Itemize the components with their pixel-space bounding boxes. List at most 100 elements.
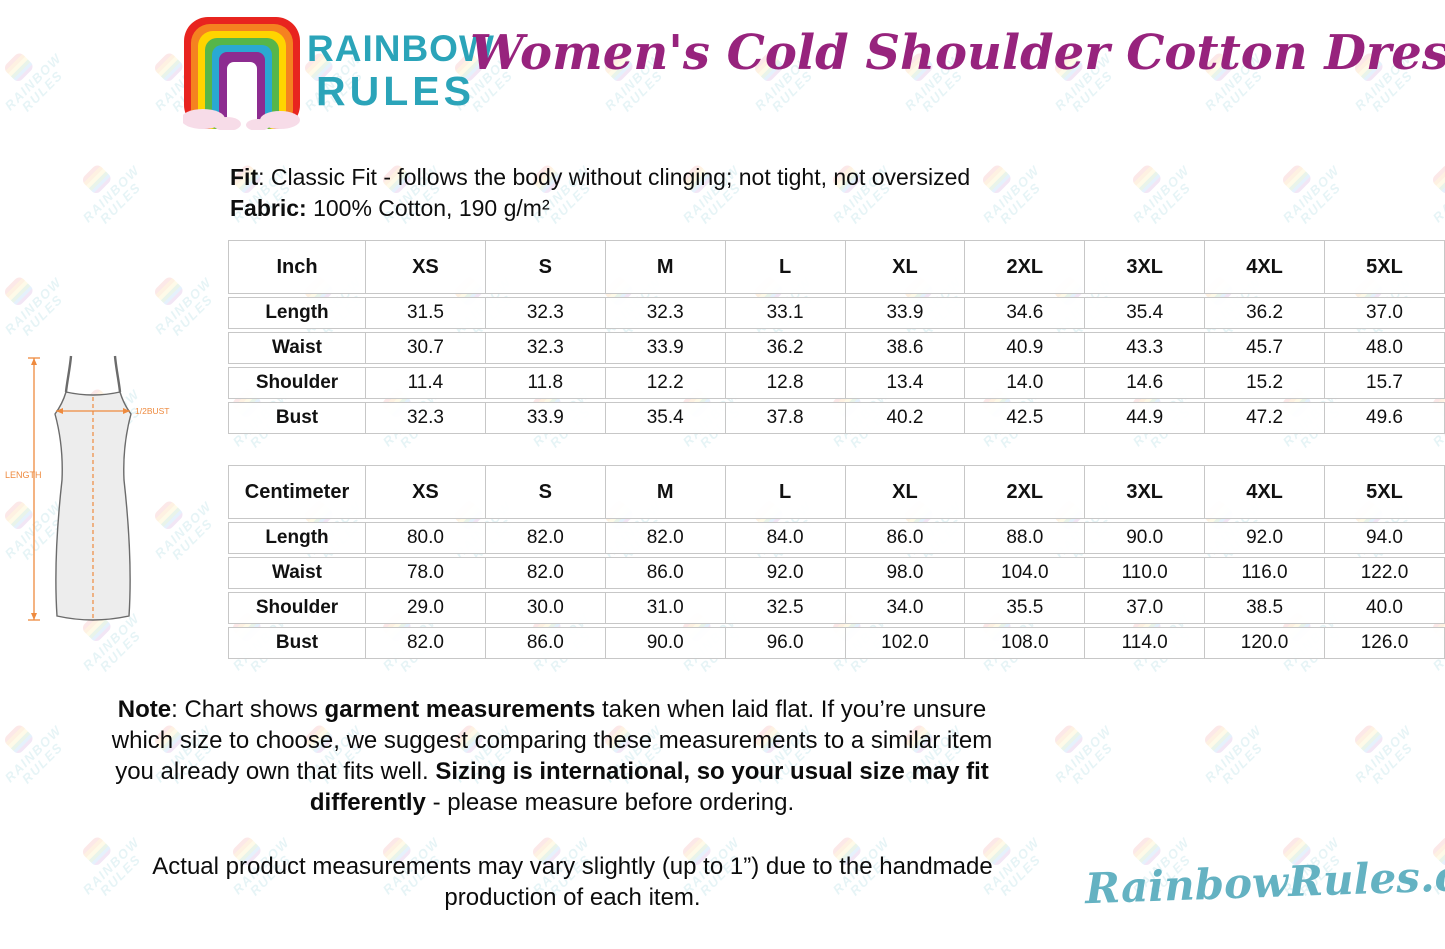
unit-header-cell: Centimeter [228,465,366,519]
value-cell: 35.4 [1085,297,1206,329]
size-header-cell: L [725,240,846,294]
value-cell: 78.0 [366,557,486,589]
size-header-cell: 2XL [965,465,1086,519]
row-label-cell: Length [228,297,366,329]
value-cell: 104.0 [965,557,1086,589]
size-header-cell: XL [845,240,966,294]
value-cell: 35.5 [965,592,1086,624]
value-cell: 40.2 [845,402,966,434]
text-segment: garment measurements [324,696,596,723]
value-cell: 32.3 [485,332,606,364]
value-cell: 82.0 [366,627,486,659]
value-cell: 84.0 [725,522,846,554]
dress-measurement-diagram: LENGTH 1/2BUST [5,355,170,621]
text-segment: : Classic Fit - follows the body without… [258,164,971,190]
size-header-cell: 5XL [1325,465,1445,519]
measurement-row: Bust 82.0 86.0 90.0 96.0 102.0 108.0 114.0 120.0… [228,627,1445,659]
size-header-cell: XL [845,465,966,519]
value-cell: 37.0 [1085,592,1206,624]
inch-size-table: Inch XS S M L XL 2XL 3XL 4XL 5XL Length 31.5 32.3 32.… [228,237,1445,437]
size-header-cell: XS [366,240,486,294]
text-segment: : Chart shows [171,696,325,723]
fit-line: Fit: Classic Fit - follows the body with… [230,162,970,193]
value-cell: 116.0 [1205,557,1325,589]
size-header-cell: 4XL [1205,465,1325,519]
size-header-cell: 3XL [1085,240,1206,294]
brand-name-line2: RULES [316,68,475,114]
size-header-cell: L [725,465,846,519]
fabric-line: Fabric: 100% Cotton, 190 g/m² [230,193,970,224]
measurement-row: Waist 78.0 82.0 86.0 92.0 98.0 104.0 110.0 116.0… [228,557,1445,589]
value-cell: 120.0 [1205,627,1325,659]
measurement-row: Length 80.0 82.0 82.0 84.0 86.0 88.0 90.0 92.0 94… [228,522,1445,554]
unit-header-cell: Inch [228,240,366,294]
value-cell: 82.0 [485,522,606,554]
measurement-row: Shoulder 29.0 30.0 31.0 32.5 34.0 35.5 37.0 38.5… [228,592,1445,624]
sizing-note: Note: Chart shows garment measurements t… [108,694,996,818]
measurement-row: Waist 30.7 32.3 33.9 36.2 38.6 40.9 43.3 45.7 48.… [228,332,1445,364]
product-fit-info: Fit: Classic Fit - follows the body with… [230,162,970,224]
value-cell: 102.0 [845,627,966,659]
text-segment: Fabric: [230,195,307,221]
value-cell: 45.7 [1205,332,1325,364]
value-cell: 31.5 [366,297,486,329]
value-cell: 96.0 [725,627,846,659]
value-cell: 33.9 [485,402,606,434]
value-cell: 11.4 [366,367,486,399]
handmade-disclaimer: Actual product measurements may vary sli… [152,853,993,911]
value-cell: 40.9 [965,332,1086,364]
brand-name: RAINBOW RULES [307,28,495,112]
row-label-cell: Shoulder [228,592,366,624]
row-label-cell: Length [228,522,366,554]
value-cell: 98.0 [845,557,966,589]
rainbow-arch-icon [183,17,300,130]
value-cell: 32.5 [725,592,846,624]
value-cell: 31.0 [605,592,726,624]
size-header-row: Centimeter XS S M L XL 2XL 3XL 4XL 5XL [228,465,1445,519]
value-cell: 11.8 [485,367,606,399]
value-cell: 36.2 [1205,297,1325,329]
value-cell: 33.1 [725,297,846,329]
value-cell: 43.3 [1085,332,1206,364]
value-cell: 38.6 [845,332,966,364]
value-cell: 86.0 [845,522,966,554]
row-label-cell: Shoulder [228,367,366,399]
value-cell: 12.2 [605,367,726,399]
value-cell: 32.3 [485,297,606,329]
value-cell: 92.0 [1205,522,1325,554]
value-cell: 15.7 [1325,367,1445,399]
value-cell: 82.0 [605,522,726,554]
value-cell: 38.5 [1205,592,1325,624]
value-cell: 14.6 [1085,367,1206,399]
value-cell: 126.0 [1325,627,1445,659]
value-cell: 94.0 [1325,522,1445,554]
half-bust-label: 1/2BUST [135,406,170,416]
value-cell: 122.0 [1325,557,1445,589]
value-cell: 32.3 [366,402,486,434]
page-title: Women's Cold Shoulder Cotton Dress [470,25,1445,81]
value-cell: 47.2 [1205,402,1325,434]
value-cell: 13.4 [845,367,966,399]
size-header-row: Inch XS S M L XL 2XL 3XL 4XL 5XL [228,240,1445,294]
value-cell: 108.0 [965,627,1086,659]
value-cell: 86.0 [605,557,726,589]
size-header-cell: 2XL [965,240,1086,294]
text-segment: Note [117,696,172,723]
measurement-annotations [28,357,130,621]
row-label-cell: Bust [228,402,366,434]
size-header-cell: XS [366,465,486,519]
value-cell: 110.0 [1085,557,1206,589]
measurement-row: Shoulder 11.4 11.8 12.2 12.8 13.4 14.0 14.6 15.2… [228,367,1445,399]
size-header-cell: S [485,465,606,519]
value-cell: 90.0 [605,627,726,659]
value-cell: 37.8 [725,402,846,434]
size-header-cell: 5XL [1325,240,1445,294]
value-cell: 37.0 [1325,297,1445,329]
value-cell: 90.0 [1085,522,1206,554]
value-cell: 40.0 [1325,592,1445,624]
value-cell: 30.0 [485,592,606,624]
row-label-cell: Waist [228,557,366,589]
value-cell: 114.0 [1085,627,1206,659]
row-label-cell: Waist [228,332,366,364]
